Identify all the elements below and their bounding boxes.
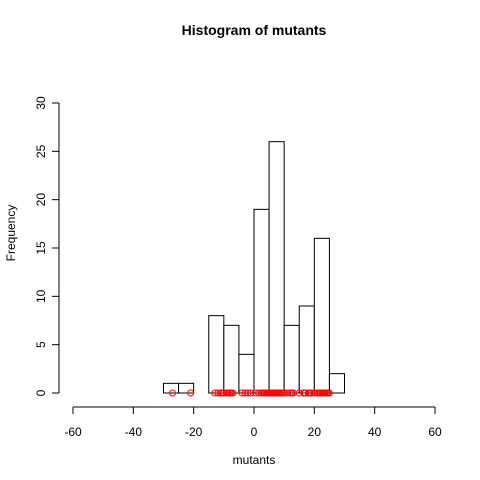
rug-point: [325, 389, 333, 397]
x-tick-label: 40: [368, 425, 382, 439]
histogram-bar: [163, 382, 180, 394]
y-tick-label: 30: [34, 96, 48, 110]
y-axis: 0 5 10 15 20 25 30: [34, 96, 60, 396]
histogram-bar: [268, 141, 285, 394]
histogram-bar: [253, 208, 270, 394]
y-tick-label: 25: [34, 144, 48, 158]
x-tick-label: 0: [251, 425, 258, 439]
y-tick-label: 15: [34, 241, 48, 255]
rug-points: [169, 389, 333, 397]
y-tick-label: 5: [34, 341, 48, 348]
histogram-bar: [298, 305, 315, 394]
rug-point: [187, 389, 195, 397]
x-tick-label: -60: [64, 425, 82, 439]
rug-point: [229, 389, 237, 397]
histogram-bar: [208, 315, 225, 394]
rug-point: [247, 389, 255, 397]
y-tick-label: 20: [34, 193, 48, 207]
histogram-bar: [313, 237, 330, 394]
histogram-bars: [163, 141, 345, 394]
x-tick-label: 60: [428, 425, 442, 439]
histogram-bar: [223, 324, 240, 394]
y-axis-label: Frequency: [4, 205, 18, 262]
histogram-bar: [283, 324, 300, 394]
chart-title: Histogram of mutants: [182, 22, 327, 38]
rug-point: [169, 389, 177, 397]
y-tick-label: 0: [34, 389, 48, 396]
histogram-bar: [238, 353, 255, 394]
x-axis: -60 -40 -20 0 20 40 60: [64, 406, 442, 439]
histogram-bar: [178, 382, 195, 394]
x-tick-label: 20: [308, 425, 322, 439]
x-tick-label: -20: [185, 425, 203, 439]
y-tick-label: 10: [34, 289, 48, 303]
rug-point: [244, 389, 252, 397]
x-tick-label: -40: [125, 425, 143, 439]
x-axis-label: mutants: [233, 453, 276, 467]
histogram-bar: [328, 373, 345, 394]
